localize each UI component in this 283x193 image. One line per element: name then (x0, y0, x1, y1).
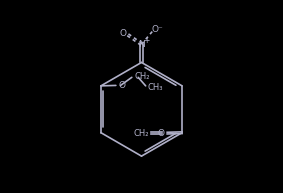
Text: CH₃: CH₃ (148, 83, 163, 92)
Text: CH₂: CH₂ (134, 72, 150, 81)
Text: O: O (118, 81, 125, 90)
Text: O⁻: O⁻ (152, 25, 164, 34)
Text: N: N (138, 40, 145, 49)
Text: O: O (158, 129, 165, 138)
Text: O: O (119, 29, 126, 38)
Text: CH₂: CH₂ (134, 130, 149, 138)
Text: +: + (143, 36, 149, 45)
